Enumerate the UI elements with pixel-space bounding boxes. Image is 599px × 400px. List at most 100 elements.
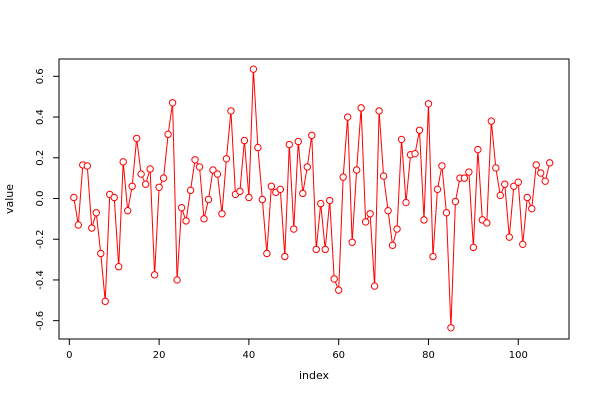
data-point — [317, 199, 325, 208]
line-segment — [360, 111, 367, 219]
line-segment — [302, 169, 308, 191]
data-point — [70, 193, 78, 202]
data-point — [438, 162, 446, 170]
line-segment — [378, 114, 384, 173]
line-segment — [401, 142, 407, 200]
line-segment — [473, 152, 479, 245]
line-segment — [92, 215, 96, 226]
line-segment — [486, 124, 492, 220]
line-segment — [455, 181, 460, 199]
data-point — [146, 165, 154, 173]
line-segment — [288, 147, 295, 226]
data-point — [483, 219, 491, 227]
line-segment — [374, 114, 380, 283]
data-point — [312, 245, 320, 254]
line-segment — [518, 185, 524, 242]
data-point — [213, 170, 222, 178]
data-point — [132, 134, 141, 143]
data-point — [110, 193, 118, 202]
data-point — [281, 252, 289, 261]
line-segment — [221, 161, 227, 211]
line-segment — [113, 200, 120, 264]
line-segment — [230, 114, 236, 192]
data-point — [388, 241, 397, 250]
x-tick-label: 100 — [509, 350, 528, 361]
data-point — [357, 104, 365, 112]
data-point — [308, 131, 316, 140]
line-segment — [509, 189, 514, 235]
data-point — [173, 276, 181, 284]
line-segment — [387, 213, 393, 243]
line-segment — [432, 192, 438, 254]
line-segment — [383, 179, 389, 208]
data-point — [496, 191, 505, 200]
data-point — [321, 245, 329, 254]
line-segment — [419, 133, 425, 217]
data-point — [258, 195, 267, 204]
data-point — [420, 216, 428, 224]
data-point — [326, 196, 334, 205]
data-point — [97, 249, 105, 258]
line-segment — [78, 168, 84, 222]
data-point — [177, 203, 186, 212]
line-segment — [329, 203, 335, 276]
data-point — [191, 156, 199, 164]
y-tick-label: 0.6 — [35, 68, 46, 84]
data-point — [505, 233, 513, 241]
y-tick-label: 0.2 — [35, 150, 46, 166]
line-segment — [87, 169, 93, 225]
line-segment — [405, 157, 411, 200]
data-point — [168, 99, 177, 107]
data-point — [83, 162, 91, 170]
line-segment — [293, 144, 299, 226]
x-axis: 0 20 40 60 80 100 — [66, 339, 528, 361]
plot-area — [58, 58, 570, 340]
line-segment — [298, 144, 303, 191]
data-point — [155, 183, 163, 191]
data-point — [186, 186, 195, 195]
data-point — [245, 193, 253, 202]
line-segment — [280, 192, 286, 254]
x-tick-label: 80 — [422, 350, 435, 361]
data-point — [352, 166, 361, 174]
data-point — [92, 209, 100, 217]
line-segment — [182, 210, 186, 219]
data-point — [303, 163, 311, 171]
line-segment — [316, 206, 321, 247]
line-segment — [396, 142, 402, 226]
line-segment — [307, 138, 312, 164]
line-segment — [186, 193, 191, 218]
line-segment — [320, 206, 326, 247]
data-point — [218, 210, 226, 218]
data-point — [334, 286, 343, 294]
data-point — [115, 263, 123, 271]
y-tick-label: -0.6 — [35, 311, 46, 331]
line-segment — [334, 281, 338, 288]
line-segment — [501, 187, 505, 193]
data-point — [442, 209, 451, 217]
data-point — [227, 107, 235, 115]
line-segment — [96, 215, 101, 251]
data-point — [474, 145, 482, 154]
line-segment — [441, 169, 447, 210]
data-point — [240, 136, 249, 145]
line-segment — [423, 106, 429, 217]
data-point — [537, 169, 545, 177]
line-segment — [266, 189, 272, 251]
line-segment — [127, 189, 133, 208]
data-point — [402, 198, 410, 207]
data-point — [469, 243, 478, 252]
data-point — [101, 297, 109, 306]
line-segment — [172, 105, 178, 277]
line-segment — [168, 105, 173, 132]
data-point — [222, 155, 231, 163]
data-point — [519, 240, 527, 249]
line-segment — [118, 165, 124, 264]
line-segment — [491, 124, 497, 165]
data-point — [263, 249, 271, 258]
data-point — [501, 180, 509, 188]
y-tick-label: -0.4 — [35, 270, 46, 290]
data-point — [182, 217, 190, 225]
data-point — [370, 282, 379, 290]
data-point — [492, 164, 500, 172]
